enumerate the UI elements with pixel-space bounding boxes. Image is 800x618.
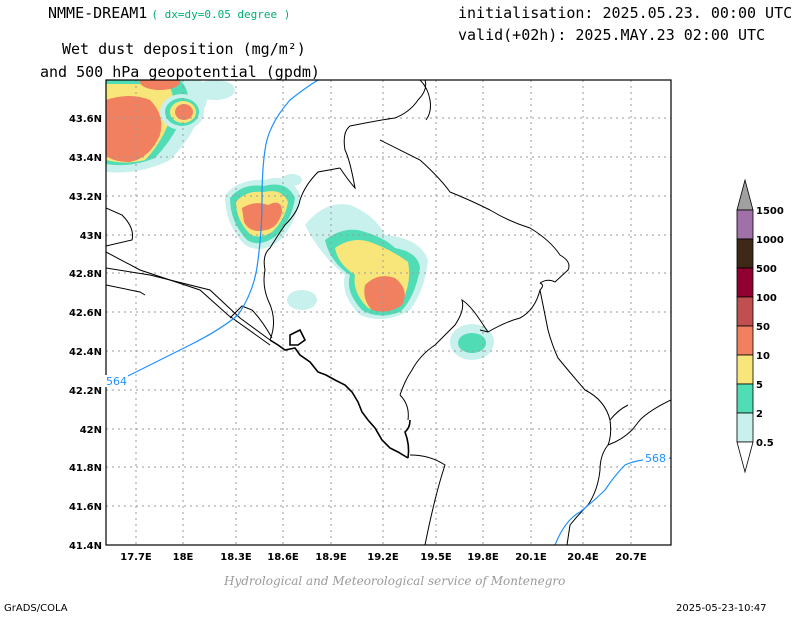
valid-time: valid(+02h): 2025.MAY.23 02:00 UTC bbox=[458, 26, 766, 44]
colorbar-swatch bbox=[736, 267, 754, 298]
dust-patch-southeast bbox=[450, 324, 494, 360]
lat-label: 42.6N bbox=[69, 308, 102, 319]
colorbar-under-arrow bbox=[736, 441, 754, 474]
coastline bbox=[269, 328, 411, 459]
dust-patch-northwest bbox=[106, 80, 235, 173]
country-borders bbox=[106, 80, 671, 545]
variable-subtitle: and 500 hPa geopotential (gpdm) bbox=[40, 63, 320, 81]
lat-label: 43.2N bbox=[69, 192, 102, 203]
lon-label: 20.4E bbox=[567, 552, 599, 563]
contour-564-label: 564 bbox=[106, 375, 127, 388]
render-timestamp: 2025-05-23-10:47 bbox=[676, 603, 767, 614]
lon-label: 18.3E bbox=[220, 552, 252, 563]
dust-patch-east bbox=[287, 204, 428, 319]
colorbar-tick-label: 100 bbox=[756, 293, 777, 304]
variable-title: Wet dust deposition (mg/m²) bbox=[62, 40, 306, 58]
model-title: NMME-DREAM1( dx=dy=0.05 degree ) bbox=[48, 4, 290, 22]
lat-label: 41.8N bbox=[69, 463, 102, 474]
lon-label: 19.8E bbox=[467, 552, 499, 563]
lon-label: 19.5E bbox=[420, 552, 452, 563]
colorbar-tick-label: 0.5 bbox=[756, 438, 774, 449]
contour-568-label: 568 bbox=[645, 452, 666, 465]
credit-line: Hydrological and Meteorological service … bbox=[224, 574, 566, 588]
colorbar-swatch bbox=[736, 238, 754, 269]
map-content bbox=[106, 80, 671, 545]
model-name: NMME-DREAM1 bbox=[48, 4, 148, 22]
colorbar-legend: 1500 1000 500 100 50 10 5 2 0.5 bbox=[736, 178, 784, 474]
colorbar-tick-label: 500 bbox=[756, 264, 777, 275]
contour-564-line bbox=[106, 80, 319, 386]
contour-568-line bbox=[554, 457, 671, 545]
lat-label: 41.4N bbox=[69, 541, 102, 552]
colorbar-swatch bbox=[736, 296, 754, 327]
colorbar-over-arrow bbox=[736, 178, 754, 211]
lat-label: 43.4N bbox=[69, 153, 102, 164]
lon-label: 19.2E bbox=[367, 552, 399, 563]
model-resolution: ( dx=dy=0.05 degree ) bbox=[151, 8, 291, 21]
software-label: GrADS/COLA bbox=[4, 603, 68, 614]
colorbar-tick-label: 2 bbox=[756, 409, 763, 420]
colorbar-swatch bbox=[736, 383, 754, 414]
colorbar-tick-label: 5 bbox=[756, 380, 763, 391]
colorbar-tick-label: 10 bbox=[756, 351, 770, 362]
colorbar-swatch bbox=[736, 209, 754, 240]
colorbar-tick-label: 1500 bbox=[756, 206, 784, 217]
lon-label: 20.7E bbox=[615, 552, 647, 563]
lat-label: 43N bbox=[80, 231, 102, 242]
lat-label: 42N bbox=[80, 425, 102, 436]
lon-label: 20.1E bbox=[515, 552, 547, 563]
map-frame bbox=[105, 79, 672, 546]
initialisation-time: initialisation: 2025.05.23. 00:00 UTC bbox=[458, 4, 793, 22]
dust-patch-central bbox=[225, 174, 302, 249]
geopotential-contours bbox=[106, 80, 671, 545]
lat-label: 43.6N bbox=[69, 114, 102, 125]
lat-label: 42.4N bbox=[69, 347, 102, 358]
lon-label: 18E bbox=[173, 552, 194, 563]
colorbar-swatch bbox=[736, 412, 754, 443]
lon-label: 18.6E bbox=[267, 552, 299, 563]
lat-label: 42.2N bbox=[69, 386, 102, 397]
colorbar-tick-label: 50 bbox=[756, 322, 770, 333]
colorbar-swatch bbox=[736, 325, 754, 356]
colorbar-tick-label: 1000 bbox=[756, 235, 784, 246]
lon-label: 17.7E bbox=[120, 552, 152, 563]
map-grid bbox=[106, 80, 671, 545]
lat-label: 41.6N bbox=[69, 502, 102, 513]
lat-label: 42.8N bbox=[69, 269, 102, 280]
colorbar-swatch bbox=[736, 354, 754, 385]
lon-label: 18.9E bbox=[315, 552, 347, 563]
